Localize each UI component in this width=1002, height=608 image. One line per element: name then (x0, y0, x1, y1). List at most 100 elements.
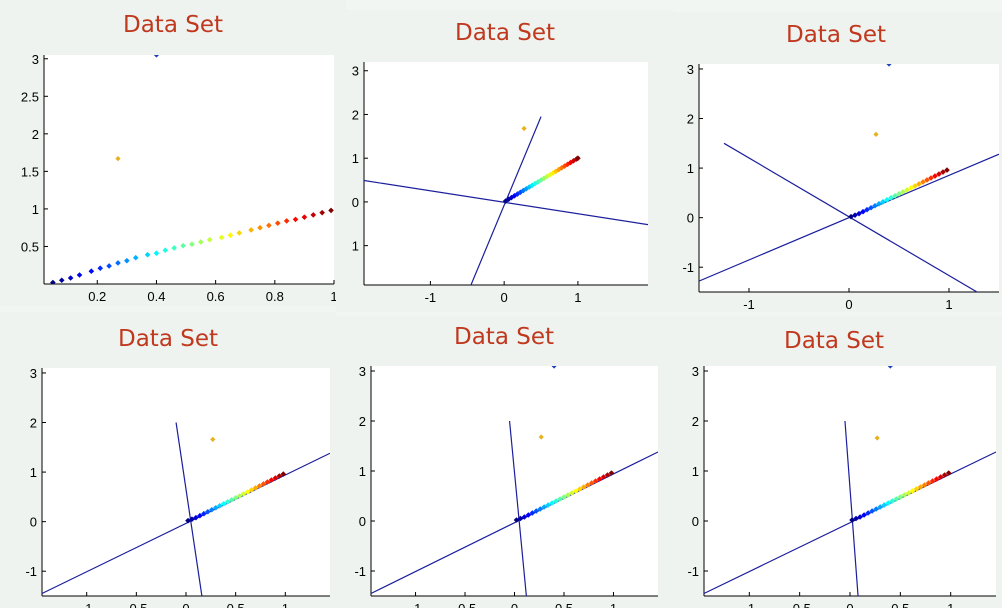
top-marker (153, 55, 160, 58)
data-point (533, 508, 540, 514)
data-point (153, 250, 160, 257)
chart-svg-3: -1 0 1 -1 0 1 2 3 (682, 62, 999, 312)
data-point (256, 483, 263, 489)
data-point (529, 510, 536, 516)
x-tick-label: 0 (182, 601, 189, 608)
y-tick-label: 2.5 (21, 89, 39, 104)
y-tick-label: 3 (30, 366, 37, 381)
data-point (206, 236, 213, 243)
data-point (521, 514, 528, 520)
data-point (913, 486, 920, 492)
plot-area (371, 366, 658, 596)
top-marker (887, 366, 893, 369)
x-tick-label: 1 (282, 601, 289, 608)
x-tick-label: 0 (846, 601, 853, 608)
x-tick-label: 1 (330, 289, 337, 304)
x-tick-label: -1 (410, 601, 422, 608)
chart-title: Data Set (454, 324, 554, 350)
data-point (232, 495, 239, 501)
data-point (67, 275, 74, 281)
fit-line (371, 451, 658, 595)
outlier-point (873, 131, 879, 137)
data-point (525, 512, 532, 518)
data-point (162, 247, 169, 254)
data-point (929, 478, 936, 484)
y-tick-label: -1 (682, 260, 694, 275)
chart-title: Data Set (784, 328, 884, 354)
x-tick-label: -1 (744, 601, 756, 608)
x-tick-label: 1 (574, 290, 581, 305)
x-tick-label: 1 (947, 601, 954, 608)
top-marker (551, 366, 557, 369)
data-point (537, 506, 544, 512)
y-tick-label: 0.5 (21, 239, 39, 254)
chart-svg-2: -1 0 1 1 0 1 2 3 (352, 62, 648, 305)
data-point (514, 191, 521, 197)
data-point (545, 502, 551, 508)
data-point (901, 492, 908, 498)
data-point (573, 488, 579, 494)
data-point (925, 480, 932, 486)
y-tick-label: 2 (359, 414, 366, 429)
y-tick-label: 1 (692, 464, 699, 479)
chart-title: Data Set (118, 326, 218, 352)
chart-title: Data Set (123, 12, 223, 38)
data-point (940, 169, 946, 175)
data-point (283, 218, 290, 224)
data-point (592, 478, 599, 484)
data-point (132, 254, 139, 261)
data-point (575, 155, 581, 161)
fit-line (175, 422, 203, 596)
plot-contents (42, 422, 330, 596)
data-point (76, 272, 83, 278)
data-point (252, 485, 259, 491)
outlier-point (115, 156, 121, 162)
data-point (937, 474, 944, 480)
data-point (201, 510, 207, 517)
data-point (227, 232, 234, 238)
data-point (274, 220, 281, 226)
fit-line (844, 420, 859, 596)
data-point (549, 500, 555, 506)
data-point (228, 497, 235, 503)
data-point (144, 251, 151, 258)
chart-title: Data Set (786, 22, 886, 48)
data-point (328, 207, 334, 214)
x-tick-label: -1 (81, 601, 93, 608)
data-point (236, 493, 243, 499)
y-tick-label: 0 (30, 515, 37, 530)
data-point (600, 474, 607, 480)
x-tick-label: 0.5 (227, 601, 245, 608)
data-point (885, 500, 892, 506)
data-point (209, 506, 215, 513)
y-tick-label: -1 (25, 564, 37, 579)
x-tick-label: -0.5 (454, 601, 476, 608)
data-point (218, 234, 225, 241)
data-point (97, 265, 104, 272)
y-tick-label: 3 (359, 364, 366, 379)
data-point (266, 222, 272, 229)
data-point (216, 502, 223, 509)
x-tick-label: 0.6 (207, 289, 225, 304)
data-point (557, 496, 563, 502)
data-point (115, 260, 121, 266)
data-point (889, 498, 896, 504)
y-tick-label: 2 (30, 416, 37, 431)
outlier-point (538, 434, 544, 440)
data-point (945, 470, 952, 476)
plot-area (364, 62, 648, 285)
data-point (881, 502, 888, 508)
data-point (171, 245, 178, 251)
chart-panel-1: Data Set 0.2 0.4 0.6 0.8 1 0.5 1 1.5 2 2.5 3 (0, 0, 346, 306)
data-point (264, 479, 271, 485)
chart-svg-4: -1 -0.5 0 0.5 1 -1 0 1 2 3 (25, 366, 330, 608)
data-point (189, 516, 195, 522)
y-tick-label: 2 (352, 107, 359, 122)
data-point (88, 268, 95, 275)
data-point (558, 165, 565, 171)
data-point (580, 484, 587, 490)
x-tick-label: 0 (501, 290, 508, 305)
y-tick-label: 0 (687, 211, 694, 226)
data-point (248, 487, 255, 493)
x-tick-label: 0.2 (88, 289, 106, 304)
